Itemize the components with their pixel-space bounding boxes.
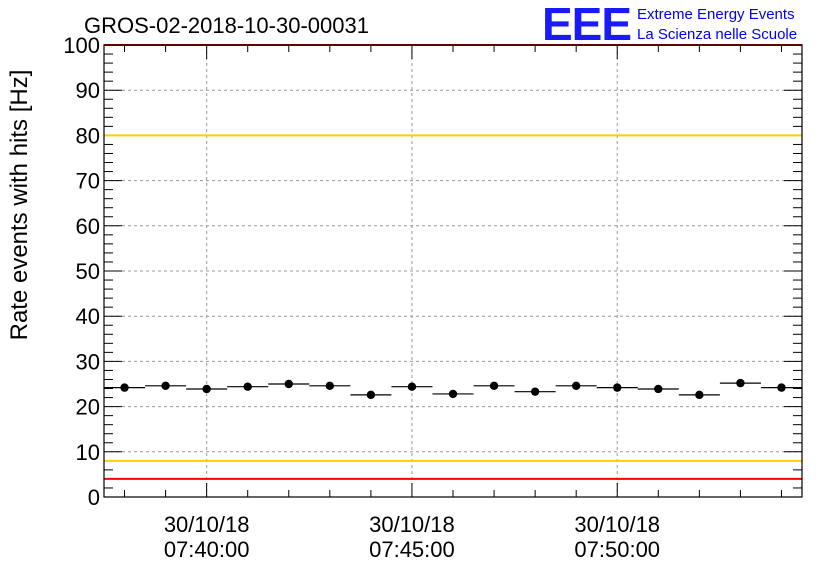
data-point xyxy=(654,384,663,394)
data-point xyxy=(613,383,622,392)
data-point xyxy=(695,390,704,400)
chart-title: GROS-02-2018-10-30-00031 xyxy=(84,13,369,38)
data-point xyxy=(530,387,540,396)
y-tick-label: 10 xyxy=(76,440,100,465)
eee-logo: EEE Extreme Energy Events La Scienza nel… xyxy=(542,0,797,50)
data-point xyxy=(284,379,293,389)
y-axis-title: Rate events with hits [Hz] xyxy=(6,70,33,341)
data-point xyxy=(325,381,335,391)
x-tick-label-time: 07:50:00 xyxy=(574,537,660,562)
logo-mark: EEE xyxy=(542,0,631,50)
x-tick-label-time: 07:45:00 xyxy=(369,537,455,562)
x-tick-label-time: 07:40:00 xyxy=(164,537,250,562)
data-point xyxy=(571,381,581,391)
data-point xyxy=(489,381,499,391)
y-tick-label: 100 xyxy=(63,33,100,58)
y-tick-label: 0 xyxy=(88,485,100,510)
y-tick-label: 80 xyxy=(76,123,100,148)
y-tick-label: 90 xyxy=(76,78,100,103)
data-point xyxy=(736,378,745,388)
plot-frame xyxy=(103,44,803,498)
data-point xyxy=(243,382,252,391)
y-tick-label: 70 xyxy=(76,169,100,194)
data-point xyxy=(407,382,417,391)
data-point xyxy=(366,390,376,400)
y-tick-label: 50 xyxy=(76,259,100,284)
y-tick-label: 40 xyxy=(76,304,100,329)
x-tick-label-date: 30/10/18 xyxy=(574,512,660,537)
y-tick-label: 60 xyxy=(76,214,100,239)
data-point xyxy=(448,389,458,399)
logo-line-2: La Scienza nelle Scuole xyxy=(637,26,797,43)
y-tick-label: 30 xyxy=(76,349,100,374)
plot-area: 010203040506070809010030/10/1807:40:0030… xyxy=(63,33,803,562)
data-point xyxy=(777,383,786,392)
data-point xyxy=(120,383,129,392)
data-point xyxy=(161,381,170,391)
data-point xyxy=(202,384,211,394)
x-tick-label-date: 30/10/18 xyxy=(369,512,455,537)
logo-line-1: Extreme Energy Events xyxy=(637,6,795,23)
y-tick-label: 20 xyxy=(76,395,100,420)
x-tick-label-date: 30/10/18 xyxy=(164,512,250,537)
